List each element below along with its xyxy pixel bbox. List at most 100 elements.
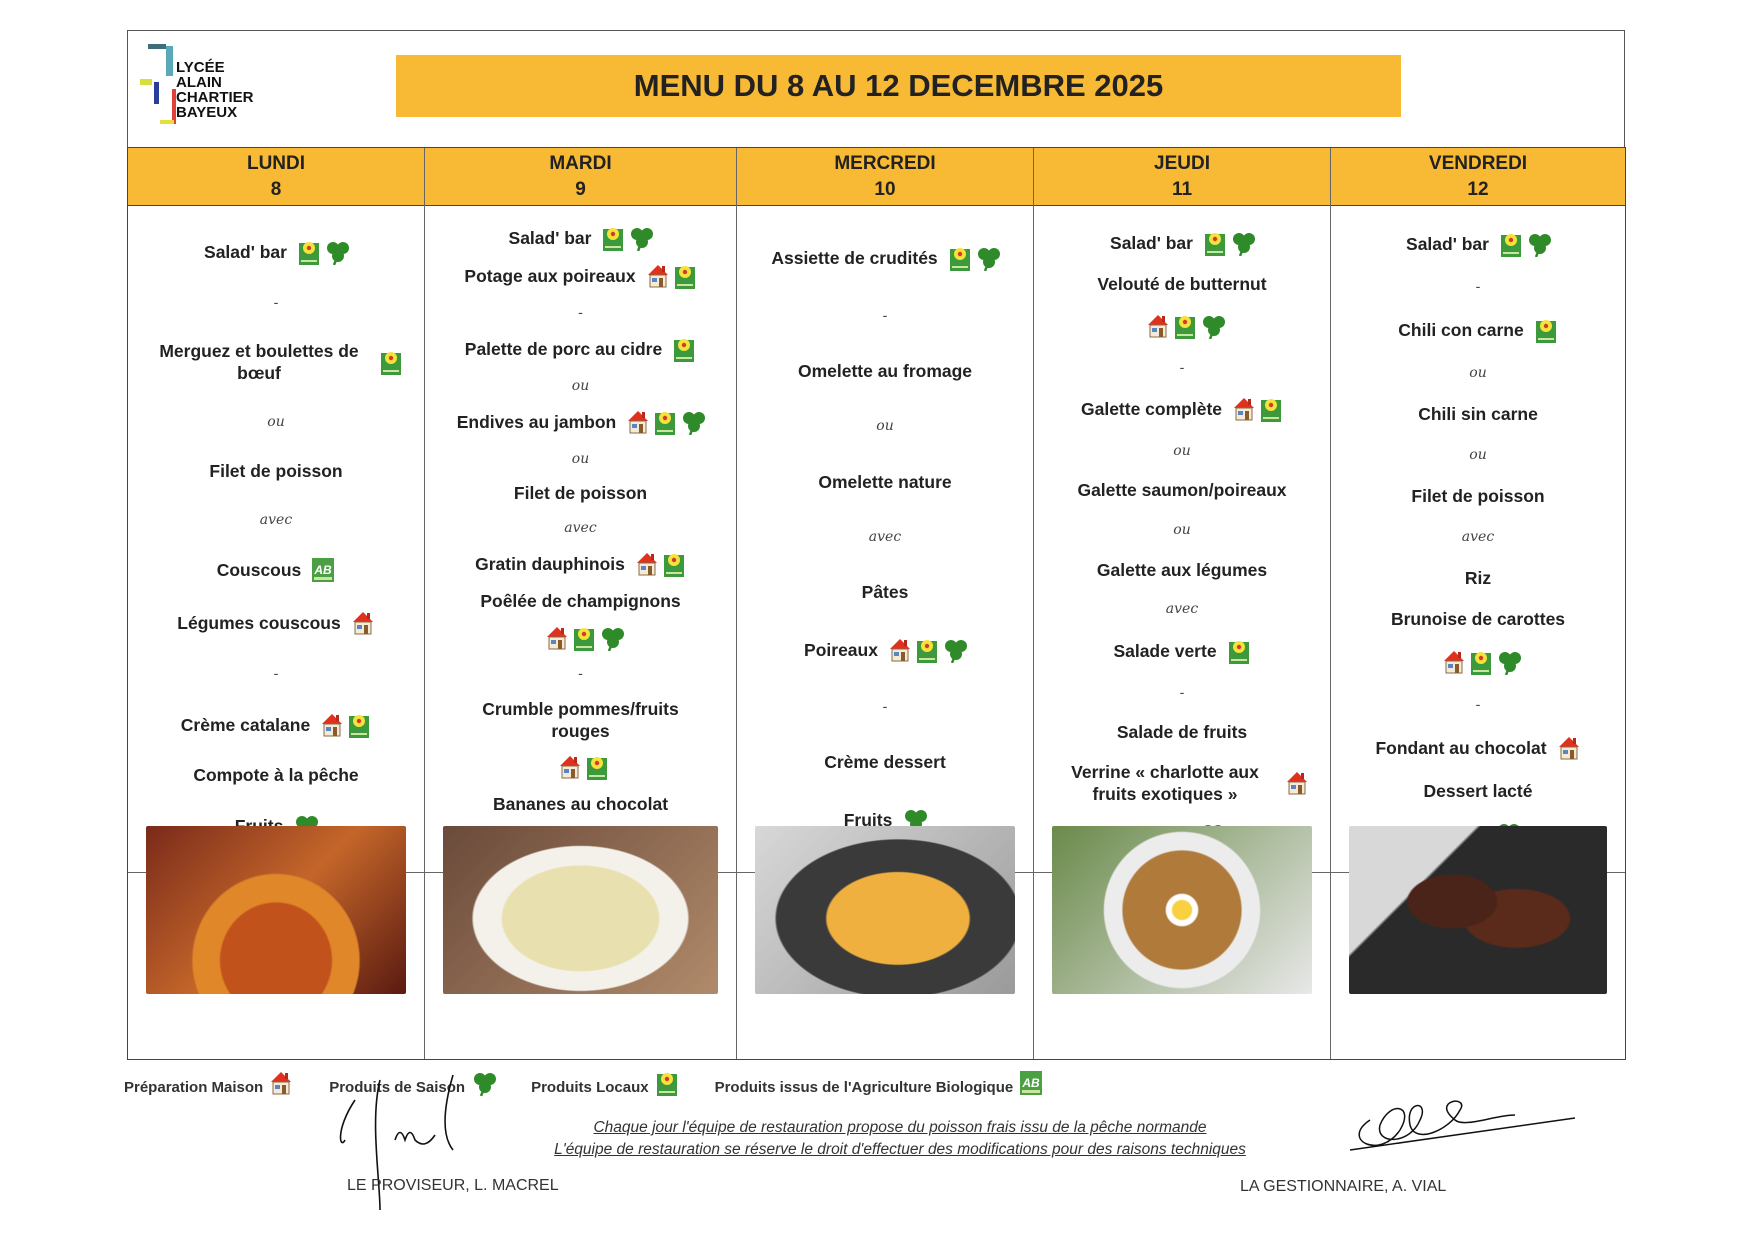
dish-name: Brunoise de carottes [1390, 609, 1566, 629]
dish-photo-omelette [755, 826, 1015, 994]
dish-name: Dessert lacté [1423, 781, 1533, 801]
menu-item: Verrine « charlotte aux fruits exotiques… [1055, 761, 1309, 805]
logo-line: BAYEUX [176, 104, 238, 121]
menu-item-labels [1140, 313, 1225, 340]
clover-icon [1496, 649, 1521, 676]
label-icons [646, 263, 697, 290]
dish-name: ou [267, 414, 285, 431]
dish-name: Riz [1464, 568, 1492, 588]
label-icons [1203, 230, 1255, 257]
menu-grid: LUNDI 8 Salad' bar - Merguez et boulettes de… [127, 147, 1626, 1060]
school-logo: LYCÉE ALAIN CHARTIER BAYEUX [140, 44, 280, 124]
day-header: JEUDI 11 [1034, 148, 1330, 206]
dish-name: Bananes au chocolat [492, 793, 669, 814]
dish-name: Gratin dauphinois [475, 554, 625, 575]
local-product-icon [1173, 313, 1197, 339]
menu-item: Crumble pommes/fruits rouges [471, 698, 691, 742]
separator: ou [1173, 440, 1190, 462]
label-icons [948, 245, 1000, 272]
proviseur-signature [339, 1074, 454, 1210]
dish-name: Poêlée de champignons [480, 591, 681, 612]
local-product-icon [1469, 649, 1493, 675]
separator: - [883, 696, 888, 718]
menu-item: Dessert lacté [1424, 780, 1533, 802]
dish-name: - [578, 666, 583, 683]
clover-icon [1526, 231, 1551, 258]
dish-name: avec [1165, 601, 1199, 618]
clover-icon [471, 1070, 497, 1097]
menu-item: Filet de poisson [1411, 485, 1544, 507]
dish-name: Salad' bar [1406, 234, 1489, 254]
fish-note: Chaque jour l'équipe de restauration pro… [593, 1119, 1207, 1136]
dish-name: avec [1461, 529, 1495, 545]
dish-name: Filet de poisson [1411, 486, 1545, 506]
day-header: MERCREDI 10 [737, 148, 1033, 206]
separator: - [578, 663, 583, 685]
menu-item: Galette saumon/poireaux [1077, 479, 1286, 501]
separator: avec [564, 517, 596, 539]
dish-name: Crème dessert [824, 752, 946, 773]
menu-item: Gratin dauphinois [475, 551, 686, 578]
logo-line: ALAIN [176, 74, 222, 91]
local-product-icon [673, 263, 697, 290]
local-product-icon [653, 409, 677, 436]
menu-item-labels [552, 754, 609, 781]
house-icon [1442, 649, 1466, 675]
dish-name: Chili con carne [1398, 320, 1524, 340]
local-product-icon [672, 336, 696, 363]
menu-item: Omelette au fromage [798, 360, 972, 382]
header-frame [127, 30, 1625, 149]
legend-label: Produits de Saison [329, 1079, 466, 1096]
label-icons [379, 349, 403, 376]
menu-items: Assiette de crudités - Omelette au fromage… [737, 206, 1033, 873]
dish-name: Verrine « charlotte aux fruits exotiques… [1071, 761, 1259, 804]
house-icon [1285, 770, 1309, 796]
local-product-icon [1499, 231, 1523, 257]
separator: - [578, 302, 583, 324]
dish-name: Salad' bar [508, 227, 592, 248]
label-icons [1499, 231, 1551, 258]
dish-name: Salad' bar [204, 241, 287, 262]
label-icons [1227, 638, 1251, 664]
menu-item: Salad' bar [508, 225, 654, 252]
organic-ab-icon: AB [1019, 1070, 1043, 1096]
house-icon [351, 610, 375, 636]
legend-item: Produits issus de l'Agriculture Biologiq… [715, 1070, 1044, 1096]
proviseur-label: LE PROVISEUR, L. MACREL [347, 1177, 559, 1194]
dish-name: Crumble pommes/fruits rouges [482, 698, 679, 741]
separator: avec [1166, 598, 1198, 620]
separator: ou [572, 448, 589, 470]
day-name: JEUDI [1154, 153, 1210, 174]
local-product-icon [1259, 396, 1283, 423]
legend-item: Produits de Saison [329, 1070, 497, 1097]
house-icon [1232, 396, 1256, 422]
separator: - [274, 663, 279, 685]
dish-name: Galette complète [1080, 399, 1223, 420]
dish-name: Chili sin carne [1418, 404, 1538, 424]
label-icons [320, 712, 371, 738]
legend-label: Produits issus de l'Agriculture Biologiq… [714, 1079, 1014, 1096]
clover-icon [599, 625, 624, 652]
menu-item: Chili sin carne [1418, 403, 1538, 425]
local-product-icon [915, 637, 939, 663]
clover-icon [975, 245, 1000, 272]
menu-item: Fondant au chocolat [1375, 735, 1580, 761]
menu-item: Salad' bar [1110, 230, 1255, 257]
dish-name: ou [1469, 447, 1487, 463]
dish-name: - [1179, 359, 1185, 376]
day-column-vendredi: VENDREDI 12 Salad' bar - Chili con carne ou Ch… [1331, 148, 1625, 1059]
menu-item: Salade de fruits [1117, 721, 1247, 743]
menu-item: Salad' bar [1406, 231, 1551, 258]
separator: - [1180, 357, 1185, 379]
menu-item: Filet de poisson [514, 482, 647, 504]
menu-item-labels [1436, 649, 1521, 676]
dish-name: - [1475, 279, 1481, 295]
day-name: LUNDI [246, 153, 306, 174]
day-date: 9 [575, 179, 586, 200]
dish-name: Compote à la pêche [193, 765, 359, 786]
separator: - [1476, 694, 1481, 716]
menu-item: Palette de porc au cidre [465, 336, 696, 363]
menu-item: Merguez et boulettes de bœuf [149, 340, 403, 384]
dish-photo-couscous-tajine [146, 826, 406, 994]
dish-name: Omelette au fromage [797, 360, 973, 381]
